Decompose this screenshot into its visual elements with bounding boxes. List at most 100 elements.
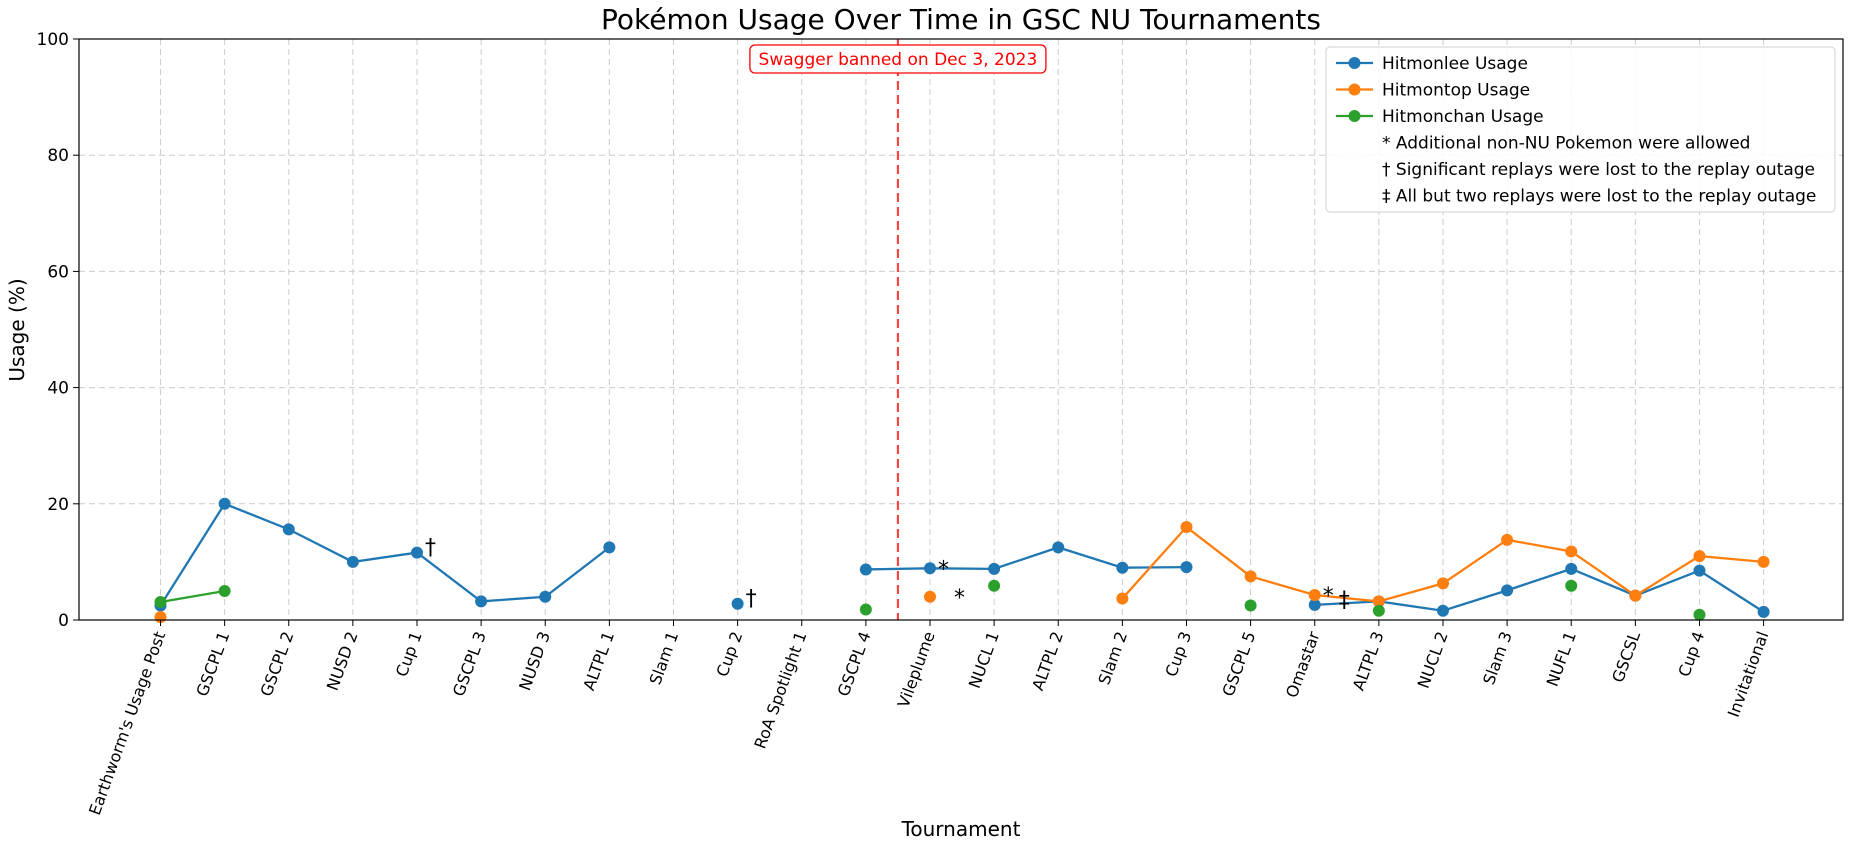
legend-note: ‡ All but two replays were lost to the r… [1382, 187, 1816, 207]
annotation-marker: * [1323, 584, 1334, 609]
x-axis-label: Tournament [901, 817, 1021, 838]
data-point [1501, 533, 1514, 546]
x-tick-label: Cup 2 [713, 629, 747, 679]
data-point [1436, 577, 1449, 590]
annotation-marker: † [746, 587, 757, 612]
data-point [1244, 570, 1257, 583]
data-point [1693, 608, 1706, 621]
x-tick-label: ALTPL 3 [1349, 629, 1388, 693]
data-point [1757, 555, 1770, 568]
annotation-marker: † [425, 536, 436, 561]
x-tick-label: Cup 1 [392, 629, 426, 679]
x-tick-label: NUSD 3 [515, 629, 554, 693]
legend-label: Hitmonchan Usage [1382, 107, 1544, 127]
x-tick-label: Slam 3 [1479, 629, 1516, 687]
x-tick-label: NUCL 2 [1414, 629, 1452, 691]
data-point [539, 590, 552, 603]
data-point [859, 563, 872, 576]
data-point [1501, 584, 1514, 597]
x-tick-label: Invitational [1724, 629, 1773, 720]
y-tick-label: 40 [47, 379, 69, 399]
legend-box [1325, 46, 1836, 213]
data-point [988, 579, 1001, 592]
data-point [1565, 545, 1578, 558]
chart-title: Pokémon Usage Over Time in GSC NU Tourna… [601, 3, 1321, 36]
data-point [1629, 589, 1642, 602]
data-point [218, 584, 231, 597]
data-point [1244, 599, 1257, 612]
data-point [218, 497, 231, 510]
series-hitmonchan [154, 579, 1706, 621]
data-point [923, 562, 936, 575]
series-line [160, 589, 225, 604]
x-tick-label: GSCPL 3 [449, 629, 490, 699]
y-tick-label: 60 [47, 262, 69, 282]
x-tick-label: GSCPL 5 [1218, 629, 1259, 699]
data-point [1180, 521, 1193, 534]
swagger-ban-marker: Swagger banned on Dec 3, 2023 [749, 39, 1047, 620]
legend-label: Hitmontop Usage [1382, 81, 1530, 101]
annotation-marker: * [938, 557, 949, 582]
x-tick-label: NUFL 1 [1543, 629, 1580, 689]
data-point [1372, 595, 1385, 608]
data-point [1180, 561, 1193, 574]
data-point [603, 541, 616, 554]
x-tick-label: NUSD 2 [323, 629, 362, 693]
legend-note: * Additional non-NU Pokemon were allowed [1382, 134, 1750, 154]
x-tick-label: GSCPL 2 [257, 629, 298, 699]
data-point [154, 595, 167, 608]
legend-marker [1348, 57, 1361, 69]
plot-frame [78, 38, 1844, 621]
data-point [410, 546, 423, 559]
x-tick-label: ALTPL 2 [1028, 629, 1067, 693]
x-tick-label: RoA Spotlight 1 [750, 629, 810, 751]
y-tick-label: 20 [47, 495, 69, 515]
x-tick-label: NUCL 1 [965, 629, 1003, 691]
legend-note: † Significant replays were lost to the r… [1382, 160, 1815, 180]
data-point [1565, 579, 1578, 592]
data-point [731, 597, 744, 610]
data-point [1308, 589, 1321, 602]
data-point [1436, 604, 1449, 617]
data-point [475, 595, 488, 608]
data-point [1565, 562, 1578, 575]
legend-marker [1348, 83, 1361, 96]
series-line [159, 502, 611, 607]
x-tick-label: Vileplume [894, 629, 939, 710]
data-point [1693, 550, 1706, 563]
y-tick-label: 100 [37, 30, 69, 50]
x-tick-label: GSCSL [1608, 629, 1644, 685]
data-point [1052, 541, 1065, 554]
legend: Hitmonlee Usage Hitmontop Usage Hitmonchan… [1325, 46, 1836, 213]
data-point [1757, 605, 1770, 618]
x-tick-label: GSCPL 4 [834, 629, 875, 699]
legend-label: Hitmonlee Usage [1382, 54, 1528, 74]
series-line [865, 546, 1187, 571]
data-point [282, 523, 295, 536]
data-point [346, 555, 359, 568]
series-line [1314, 567, 1765, 613]
series-layer: ††** * ‡ [154, 497, 1770, 624]
x-tick-label: ALTPL 1 [579, 629, 618, 693]
data-point [1116, 592, 1129, 605]
x-tick-label: GSCPL 1 [192, 629, 233, 699]
data-point [988, 562, 1001, 575]
data-point [859, 603, 872, 616]
series-hitmonlee [154, 497, 1770, 618]
data-point [1693, 564, 1706, 577]
x-tick-label: Slam 2 [1094, 629, 1131, 687]
x-tick-label: Omastar [1282, 628, 1324, 700]
swagger-ban-label-box [749, 44, 1047, 74]
y-axis-label: Usage (%) [5, 278, 29, 381]
swagger-ban-label: Swagger banned on Dec 3, 2023 [759, 50, 1038, 70]
x-tick-label: Cup 3 [1161, 629, 1195, 679]
data-point [1372, 604, 1385, 617]
y-tick-label: 80 [47, 146, 69, 166]
x-tick-label: Slam 1 [645, 629, 682, 687]
x-tick-label: Cup 4 [1674, 629, 1708, 679]
annotation-marker: * [954, 586, 965, 611]
y-tick-label: 0 [58, 611, 69, 631]
data-point [1116, 561, 1129, 574]
annotation-marker: ‡ [1339, 588, 1350, 613]
